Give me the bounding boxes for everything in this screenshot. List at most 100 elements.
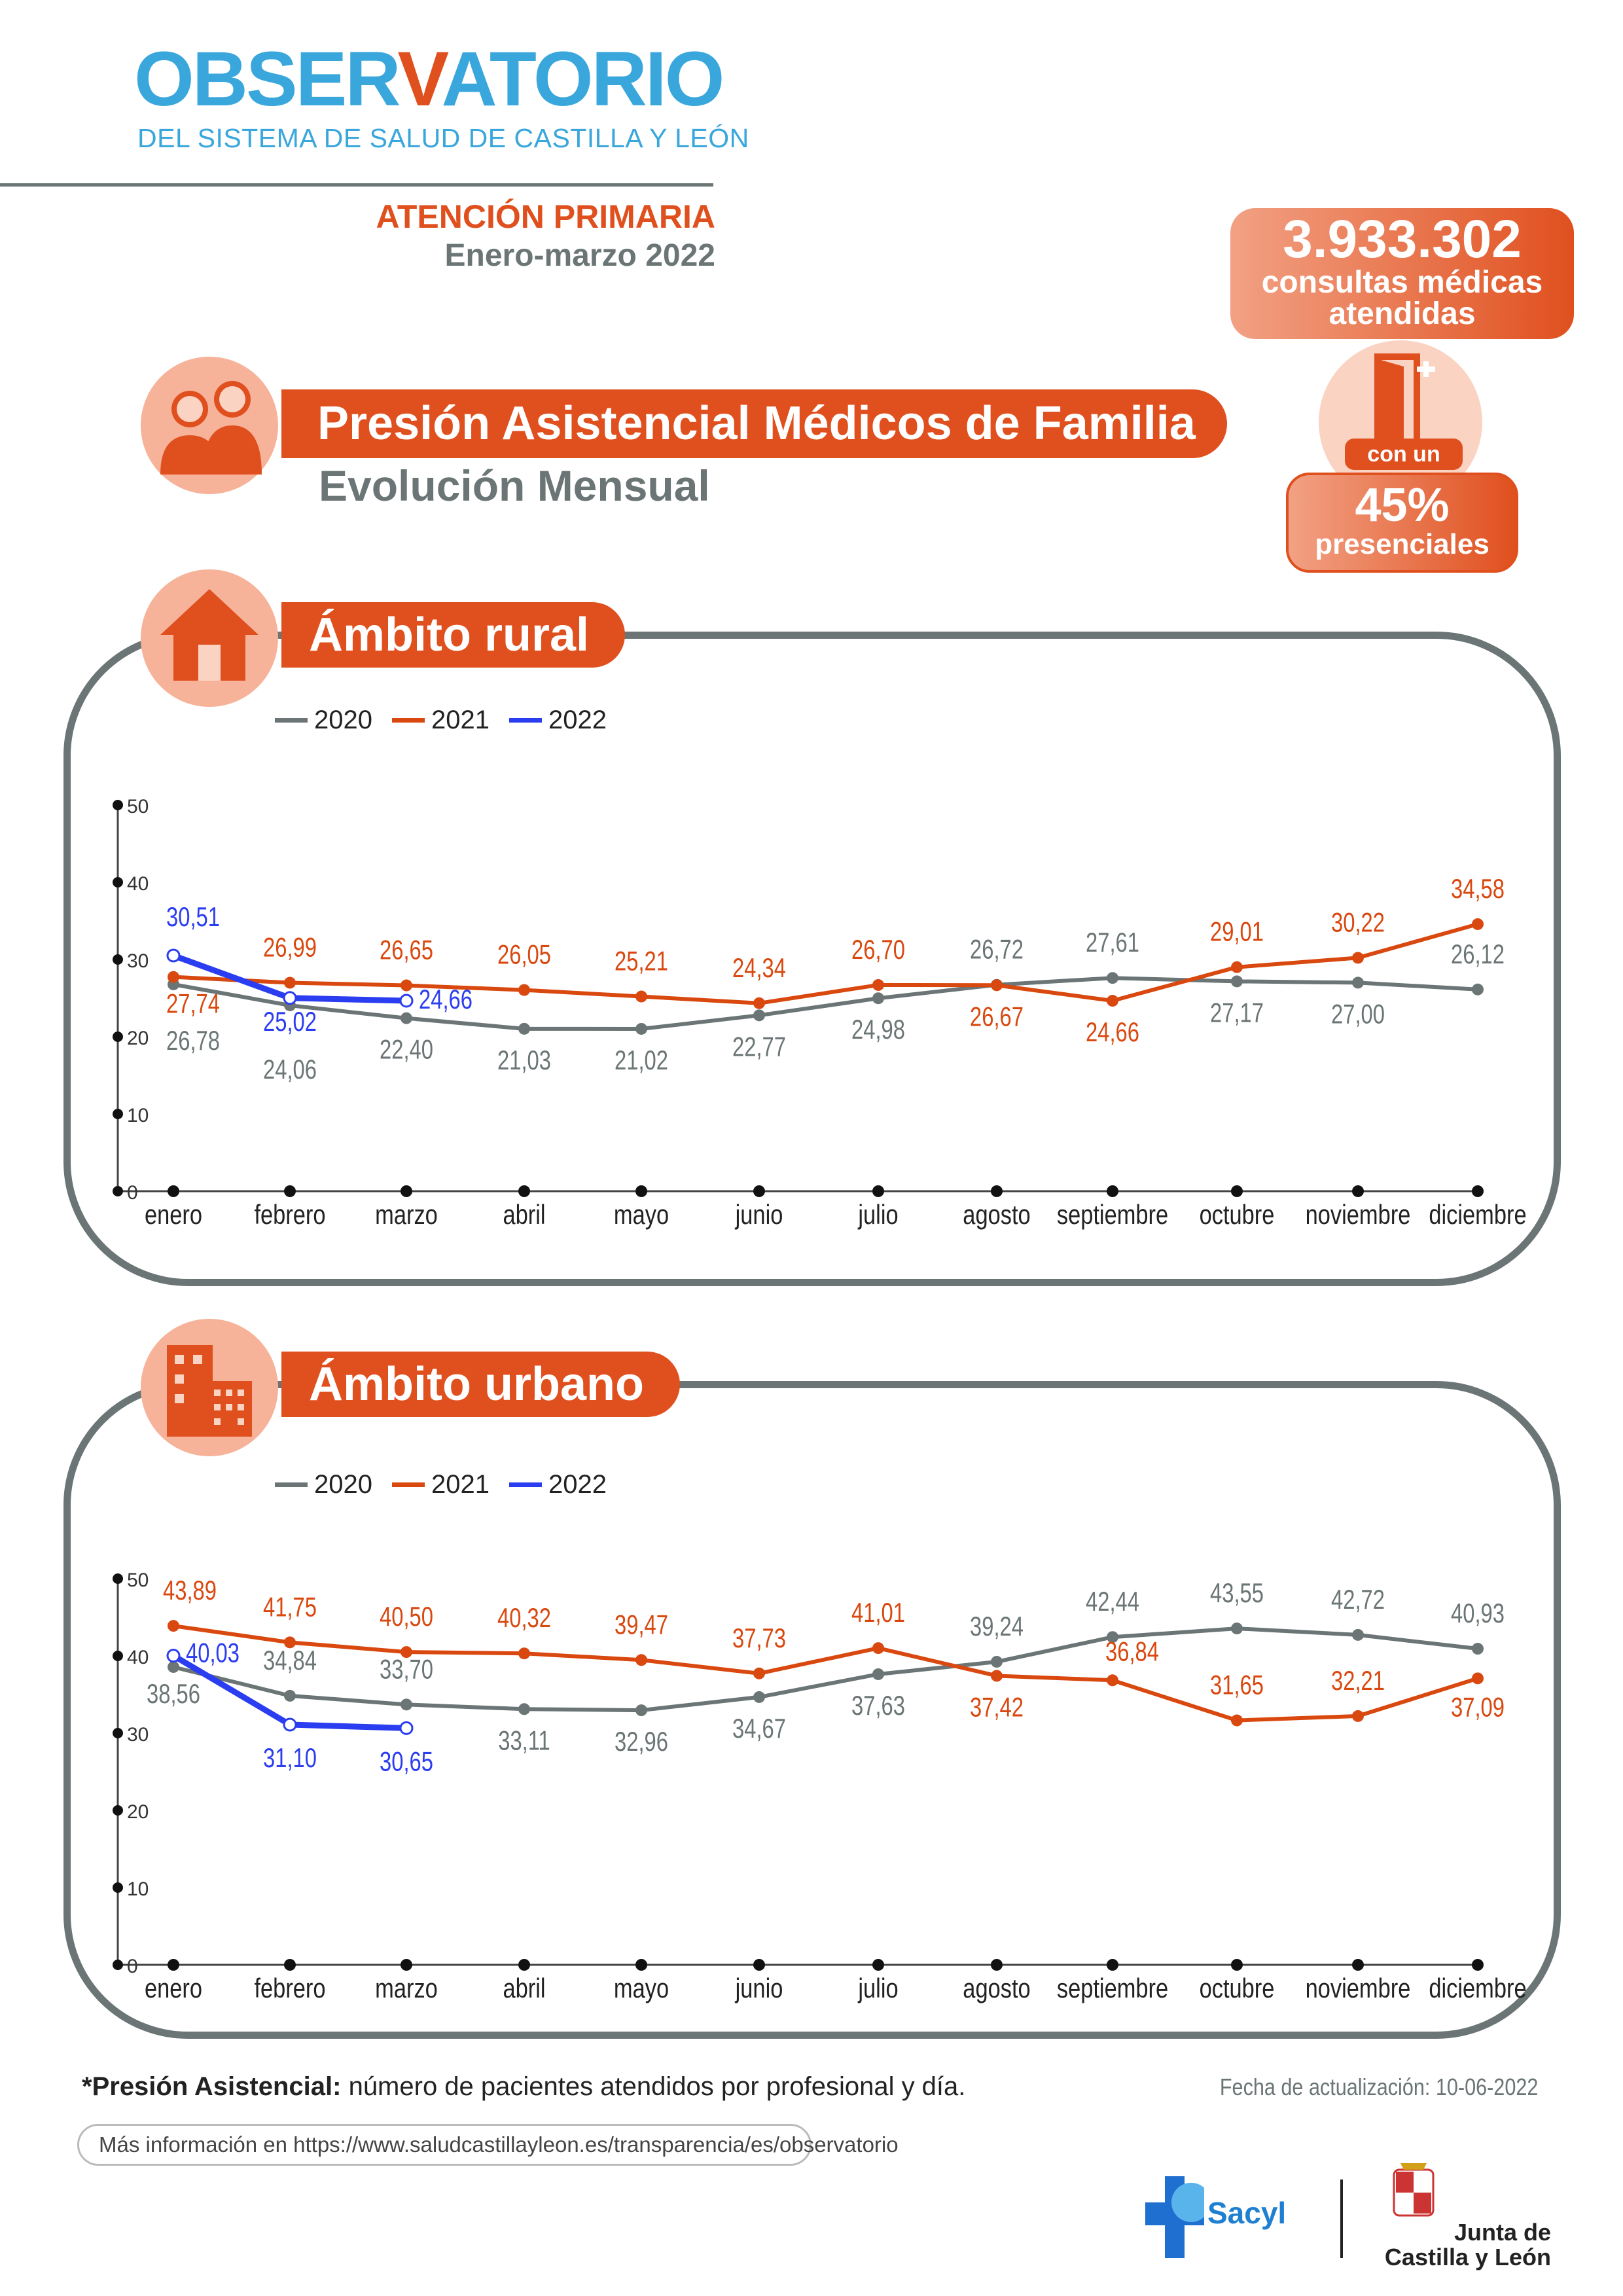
footnote-text: número de pacientes atendidos por profes… — [341, 2072, 966, 2101]
kpi-value: 3.933.302 — [1283, 209, 1522, 269]
data-label-2021: 41,01 — [851, 1597, 905, 1628]
y-tick-label: 10 — [127, 1105, 149, 1126]
point-2022 — [399, 994, 414, 1008]
point-2021 — [1107, 1674, 1118, 1687]
point-2020 — [401, 1012, 412, 1024]
data-label-2021: 30,22 — [1331, 906, 1385, 937]
x-tick-dot — [518, 1185, 530, 1197]
x-tick-dot — [872, 1959, 884, 1971]
point-2021 — [872, 978, 884, 991]
point-2020 — [1352, 1628, 1364, 1641]
data-label-2021: 31,65 — [1210, 1670, 1264, 1700]
more-info-link[interactable]: Más información en https://www.saludcast… — [77, 2124, 899, 2166]
con-un-label: con un — [1345, 439, 1463, 470]
point-2020 — [635, 1022, 647, 1035]
urban-frame — [63, 1381, 1561, 2039]
point-2020 — [1472, 1643, 1484, 1655]
data-label-2021: 29,01 — [1210, 916, 1264, 947]
point-2020 — [168, 1660, 179, 1673]
point-2021 — [518, 984, 530, 996]
in-person-kpi: 45% presenciales — [1286, 473, 1518, 573]
point-2020 — [1107, 1631, 1118, 1643]
data-label-2020: 40,93 — [1451, 1598, 1505, 1628]
legend-label: 2021 — [431, 706, 490, 734]
x-tick-label: julio — [857, 1200, 898, 1230]
data-label-2020: 38,56 — [147, 1678, 200, 1709]
x-tick-label: diciembre — [1429, 1200, 1526, 1230]
data-label-2020: 21,02 — [615, 1045, 668, 1075]
x-tick-dot — [635, 1959, 647, 1971]
data-label-2021: 24,34 — [732, 952, 786, 983]
point-2022 — [166, 948, 181, 963]
x-tick-dot — [991, 1185, 1003, 1197]
y-tick-label: 50 — [127, 1570, 149, 1591]
data-label-2021: 34,58 — [1451, 873, 1505, 904]
logo-check: V — [397, 36, 444, 122]
x-tick-dot — [168, 1185, 179, 1197]
doctors-circle — [141, 357, 278, 494]
x-tick-dot — [518, 1959, 530, 1971]
data-label-2020: 26,12 — [1451, 939, 1505, 969]
data-label-2020: 33,70 — [380, 1653, 433, 1684]
data-label-2020: 22,40 — [380, 1034, 433, 1065]
point-2020 — [1231, 1623, 1243, 1635]
point-2020 — [518, 1022, 530, 1035]
point-2021 — [401, 1646, 412, 1659]
x-tick-label: diciembre — [1429, 1973, 1526, 2004]
x-tick-dot — [1107, 1959, 1118, 1971]
data-label-2021: 43,89 — [163, 1575, 217, 1605]
kpi-label: atendidas — [1329, 296, 1476, 331]
junta-line: Junta de — [1454, 2219, 1551, 2246]
data-label-2020: 27,17 — [1210, 997, 1264, 1028]
x-tick-label: febrero — [254, 1200, 325, 1230]
data-label-2020: 34,67 — [732, 1713, 786, 1744]
y-tick-label: 0 — [127, 1956, 138, 1977]
junta-logo: Junta de Castilla y León — [1374, 2220, 1551, 2270]
data-label-2022: 30,51 — [166, 901, 220, 932]
data-label-2020: 37,63 — [851, 1690, 905, 1721]
x-tick-dot — [1472, 1959, 1484, 1971]
data-label-2020: 39,24 — [970, 1611, 1024, 1641]
data-label-2020: 24,98 — [851, 1014, 905, 1045]
x-tick-label: enero — [145, 1200, 202, 1230]
x-tick-dot — [401, 1959, 412, 1971]
data-label-2020: 32,96 — [615, 1726, 668, 1757]
y-tick-label: 40 — [127, 1647, 149, 1668]
data-label-2021: 25,21 — [615, 946, 668, 977]
data-label-2020: 43,55 — [1210, 1577, 1264, 1608]
legend-label: 2020 — [314, 1470, 372, 1499]
point-2020 — [753, 1691, 765, 1703]
data-label-2021: 26,05 — [497, 939, 551, 970]
data-label-2020: 22,77 — [732, 1031, 786, 1062]
data-label-2020: 34,84 — [263, 1645, 317, 1676]
observatorio-logo: OBSERVATORIO — [134, 41, 724, 118]
x-tick-dot — [1107, 1185, 1118, 1197]
header-divider — [0, 183, 713, 187]
y-tick-dot — [113, 1031, 123, 1042]
data-label-2020: 42,44 — [1086, 1586, 1139, 1617]
data-label-2022: 40,03 — [186, 1638, 240, 1668]
legend-item-2021: 2021 — [391, 705, 490, 735]
door-icon — [1374, 353, 1435, 445]
buildings-circle — [141, 1319, 278, 1456]
urban-legend: 2020 2021 2022 — [275, 1469, 607, 1499]
point-2021 — [168, 971, 179, 983]
logo-divider — [1340, 2179, 1343, 2258]
x-tick-label: septiembre — [1057, 1200, 1168, 1230]
point-2020 — [635, 1704, 647, 1717]
data-label-2021: 40,50 — [380, 1601, 433, 1632]
series-line-2020 — [173, 1626, 1478, 1713]
x-tick-label: abril — [503, 1200, 545, 1230]
doctors-icon — [160, 381, 262, 475]
legend-label: 2022 — [548, 706, 607, 734]
data-label-2021: 26,99 — [263, 932, 317, 963]
data-label-2021: 37,09 — [1451, 1691, 1505, 1722]
x-tick-label: agosto — [963, 1973, 1030, 2004]
point-2021 — [1352, 1710, 1364, 1722]
x-tick-label: julio — [857, 1973, 898, 2004]
data-label-2021: 26,65 — [380, 935, 433, 965]
point-2020 — [1472, 983, 1484, 996]
data-label-2020: 21,03 — [497, 1045, 551, 1075]
x-tick-label: marzo — [375, 1973, 438, 2004]
x-tick-label: mayo — [614, 1200, 669, 1230]
